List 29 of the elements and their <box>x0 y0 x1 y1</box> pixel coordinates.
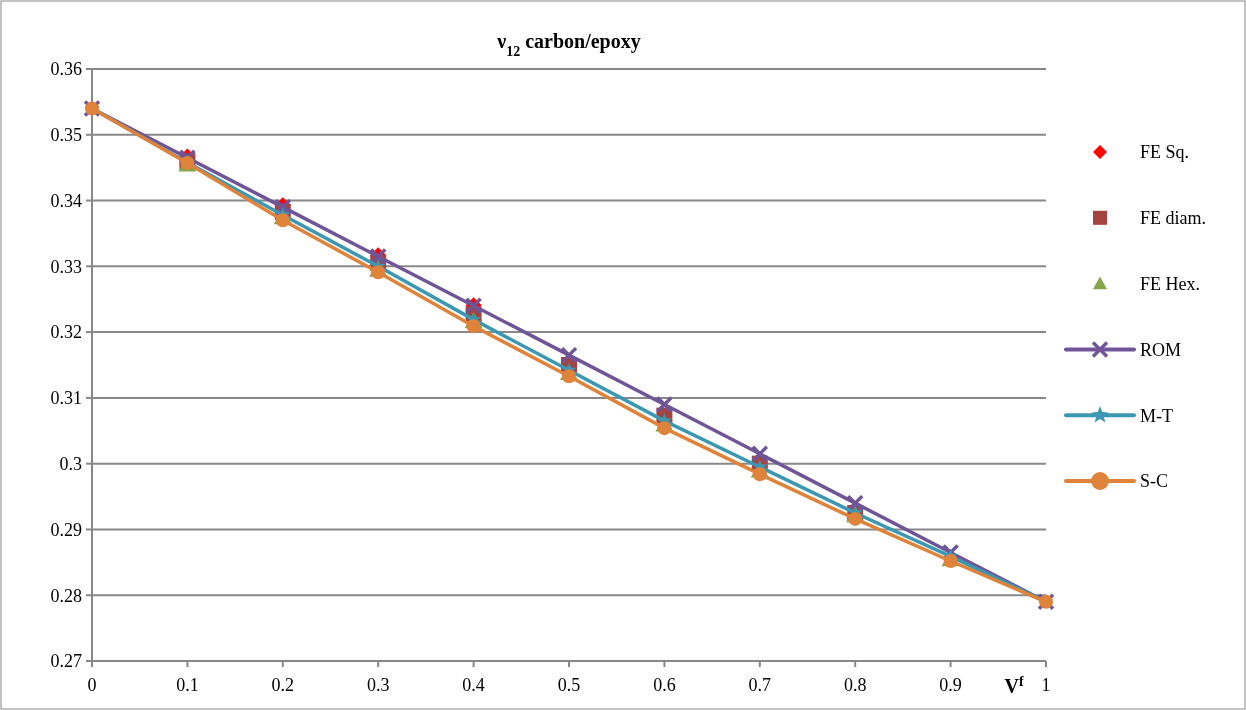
y-tick-label: 0.3 <box>59 453 82 474</box>
chart-title: ν$_{12}$ carbon/epoxy <box>496 30 641 59</box>
x-tick-label: 0.8 <box>843 675 867 695</box>
y-tick-label: 0.33 <box>50 256 82 277</box>
x-tick-label: 1 <box>1041 675 1051 695</box>
y-tick-label: 0.36 <box>50 59 82 80</box>
y-tick-label: 0.32 <box>50 322 82 343</box>
x-axis-title: V$^{f}$ <box>1004 673 1024 697</box>
legend-label: S-C <box>1140 471 1169 492</box>
x-tick-label: 0.4 <box>462 675 485 695</box>
x-tick-label: 0.5 <box>557 675 581 695</box>
legend-label: FE Sq. <box>1140 142 1190 163</box>
x-tick-label: 0.6 <box>653 675 676 695</box>
x-tick-label: 0.2 <box>271 675 295 695</box>
legend-label: FE diam. <box>1140 208 1206 229</box>
y-tick-label: 0.34 <box>50 190 82 211</box>
y-tick-label: 0.31 <box>50 388 82 409</box>
x-tick-label: 0.9 <box>939 675 962 695</box>
y-tick-label: 0.28 <box>50 585 82 606</box>
y-tick-label: 0.29 <box>50 519 82 540</box>
x-tick-label: 0.3 <box>366 675 390 695</box>
x-tick-label: 0.7 <box>748 675 772 695</box>
legend-label: M-T <box>1140 405 1173 426</box>
legend-label: FE Hex. <box>1140 273 1200 294</box>
x-tick-label: 0 <box>87 675 97 695</box>
y-tick-label: 0.35 <box>50 125 82 146</box>
y-tick-label: 0.27 <box>50 651 82 672</box>
x-tick-label: 0.1 <box>176 675 199 695</box>
legend-label: ROM <box>1140 339 1182 360</box>
